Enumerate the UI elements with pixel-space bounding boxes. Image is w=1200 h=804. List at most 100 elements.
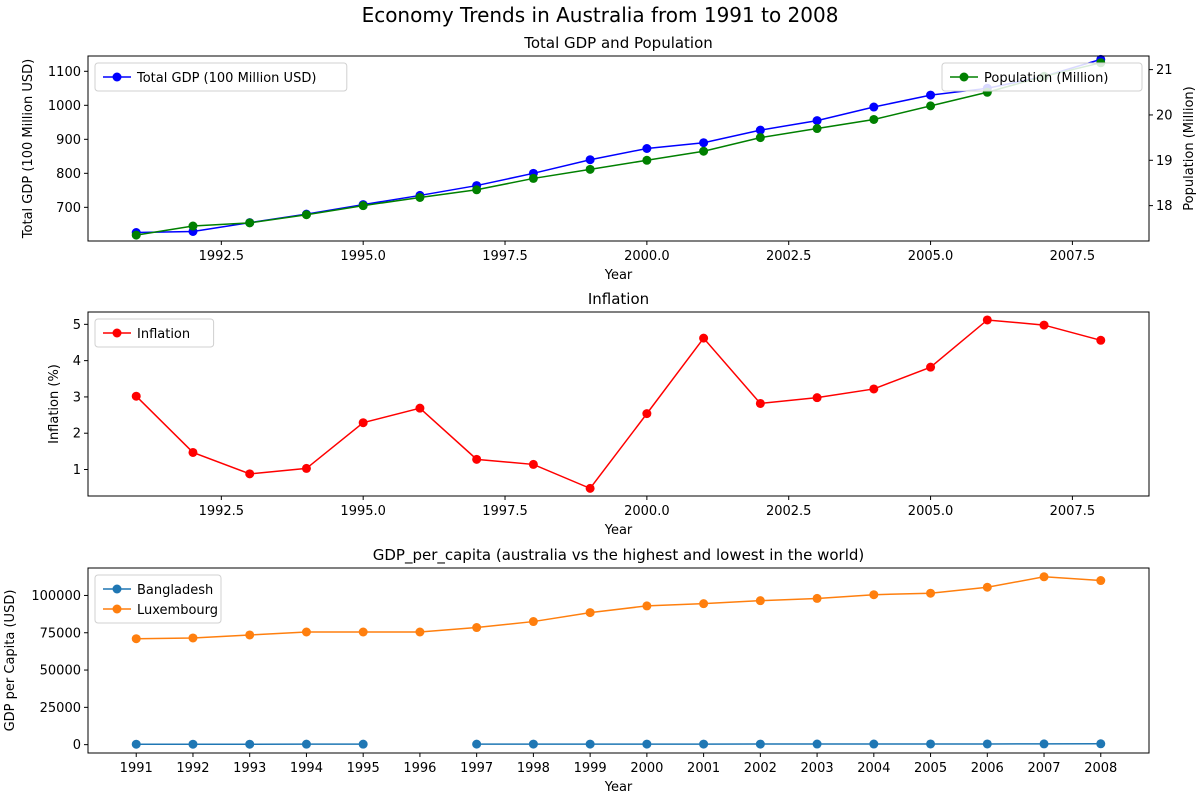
chart-0-series-1-point-1995 (359, 201, 368, 210)
chart-0-legend-0-label-0: Total GDP (100 Million USD) (136, 71, 316, 86)
chart-2-series-1-point-1994 (302, 628, 311, 637)
chart-2-series-1-point-1997 (472, 623, 481, 632)
chart-2-ytick-label-1: 25000 (40, 701, 81, 716)
chart-2-series-0-point-1995 (359, 740, 368, 749)
chart-2-legend-0-label-1: Luxembourg (137, 603, 218, 618)
chart-2-xtick-label-8: 1999 (574, 761, 607, 776)
chart-2-series-1-point-1998 (529, 617, 538, 626)
chart-0-ytick-right-label-1: 19 (1156, 154, 1173, 169)
chart-2-xtick-label-16: 2007 (1027, 761, 1060, 776)
chart-0-series-1-point-1996 (415, 193, 424, 202)
chart-1-xlabel: Year (604, 523, 633, 538)
chart-1-series-0-point-2006 (983, 315, 992, 324)
chart-2-series-0-point-1998 (529, 740, 538, 749)
chart-1-ytick-label-3: 4 (73, 354, 81, 369)
chart-0-ylabel-right: Population (Million) (1182, 86, 1197, 210)
chart-0-ytick-left-label-3: 1000 (48, 99, 81, 114)
chart-1-series-0-point-1999 (586, 484, 595, 493)
chart-0-series-1-point-2003 (813, 124, 822, 133)
chart-2-series-1-point-2000 (642, 601, 651, 610)
chart-2-xtick-label-6: 1997 (460, 761, 493, 776)
chart-0-xtick-label-4: 2002.5 (766, 249, 812, 264)
chart-1-legend-0-marker-0 (113, 329, 122, 338)
chart-2-xlabel: Year (604, 780, 633, 795)
chart-1-ytick-label-4: 5 (73, 318, 81, 333)
chart-2-series-0-point-2005 (926, 739, 935, 748)
chart-2-xtick-label-12: 2003 (801, 761, 834, 776)
chart-2-title: GDP_per_capita (australia vs the highest… (373, 546, 865, 565)
chart-1-series-0-point-2008 (1096, 336, 1105, 345)
chart-1-xtick-label-0: 1992.5 (199, 504, 245, 519)
chart-2-xtick-label-7: 1998 (517, 761, 550, 776)
chart-2-series-0-point-1994 (302, 740, 311, 749)
chart-1-legend-0: Inflation (95, 319, 214, 347)
chart-2-series-1-point-1996 (415, 628, 424, 637)
chart-0-series-0-point-2003 (813, 116, 822, 125)
chart-2-series-1-point-2007 (1040, 572, 1049, 581)
chart-2-xtick-label-15: 2006 (971, 761, 1004, 776)
chart-1-series-0-point-1993 (245, 469, 254, 478)
chart-2-xtick-label-11: 2002 (744, 761, 777, 776)
chart-2-xtick-label-1: 1992 (176, 761, 209, 776)
chart-2-legend-0-label-0: Bangladesh (137, 583, 213, 598)
chart-0-xtick-label-0: 1992.5 (199, 249, 245, 264)
chart-0-series-1-point-1992 (188, 222, 197, 231)
chart-1-xtick-label-6: 2007.5 (1050, 504, 1096, 519)
chart-0-series-1-point-1997 (472, 185, 481, 194)
chart-1-ytick-label-2: 3 (73, 390, 81, 405)
figure-suptitle: Economy Trends in Australia from 1991 to… (362, 3, 839, 27)
chart-0-series-1-point-2004 (869, 115, 878, 124)
chart-2-series-0 (132, 739, 1106, 748)
chart-2-legend-0: Bangladesh Luxembourg (95, 575, 221, 623)
chart-0-legend-0-marker-0 (113, 73, 122, 82)
chart-0-series-1-point-2001 (699, 147, 708, 156)
chart-0-legend-1: Population (Million) (942, 63, 1142, 91)
chart-1-series-0-point-2000 (642, 409, 651, 418)
chart-0-series-1-point-2005 (926, 101, 935, 110)
chart-1-series-0-point-1997 (472, 455, 481, 464)
chart-0-series-1-point-1994 (302, 210, 311, 219)
chart-2-series-1-point-2008 (1096, 576, 1105, 585)
chart-2-series-1-point-2004 (869, 590, 878, 599)
chart-1-series-0-point-1991 (132, 392, 141, 401)
chart-0-xlabel: Year (604, 268, 633, 283)
chart-1-series-0-point-1996 (415, 404, 424, 413)
chart-0-ytick-left-label-0: 700 (56, 201, 81, 216)
chart-0-series-0-point-1999 (586, 155, 595, 164)
chart-2-series-0-point-1997 (472, 740, 481, 749)
chart-2-series-0-point-2008 (1096, 739, 1105, 748)
chart-2-xtick-label-17: 2008 (1084, 761, 1117, 776)
chart-0-ytick-left-label-1: 800 (56, 167, 81, 182)
chart-1-xtick-label-4: 2002.5 (766, 504, 812, 519)
chart-0-xtick-label-6: 2007.5 (1050, 249, 1096, 264)
chart-2-series-1-point-1999 (586, 608, 595, 617)
chart-1-series-0-point-1995 (359, 418, 368, 427)
chart-2-legend-0-marker-1 (113, 605, 122, 614)
chart-0-xtick-label-1: 1995.0 (340, 249, 386, 264)
chart-0-ytick-right-label-0: 18 (1156, 199, 1173, 214)
chart-2-xtick-label-10: 2001 (687, 761, 720, 776)
chart-0-legend-0: Total GDP (100 Million USD) (95, 63, 347, 91)
chart-2-series-1-point-1995 (359, 628, 368, 637)
chart-1-title: Inflation (588, 290, 649, 308)
chart-2-ytick-label-2: 50000 (40, 664, 81, 679)
chart-1-series-0-point-1998 (529, 460, 538, 469)
chart-1-series-0-point-2001 (699, 334, 708, 343)
chart-0-legend-1-label-0: Population (Million) (984, 71, 1108, 86)
chart-0-ytick-left-label-4: 1100 (48, 65, 81, 80)
chart-1-series-0-line-0 (136, 320, 1101, 488)
chart-2-xtick-label-4: 1995 (347, 761, 380, 776)
chart-1-series-0-point-2007 (1040, 321, 1049, 330)
chart-2-series-1-point-1991 (132, 634, 141, 643)
chart-1-series-0 (132, 315, 1106, 492)
chart-2-series-1-point-2003 (813, 594, 822, 603)
chart-2-series-1-line-0 (136, 577, 1101, 639)
chart-0-series-0-point-2001 (699, 138, 708, 147)
chart-0-xtick-label-3: 2000.0 (624, 249, 670, 264)
chart-2-ytick-label-3: 75000 (40, 626, 81, 641)
chart-0-series-1-point-1993 (245, 218, 254, 227)
chart-1-xtick-label-1: 1995.0 (340, 504, 386, 519)
chart-0-series-1-point-1991 (132, 231, 141, 240)
